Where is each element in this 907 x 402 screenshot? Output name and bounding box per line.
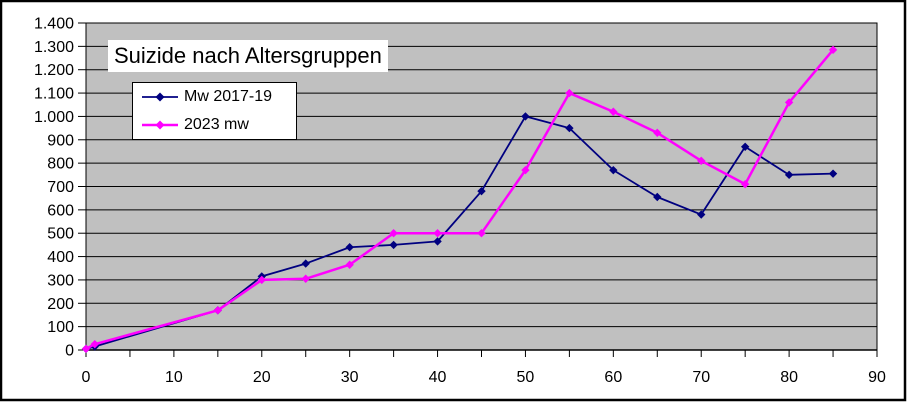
series-marker-0-icon	[345, 243, 354, 252]
x-axis-label: 70	[692, 369, 710, 386]
series-marker-0-icon	[433, 237, 442, 246]
y-axis-label: 1.300	[34, 39, 74, 56]
x-axis-label: 80	[780, 369, 798, 386]
y-axis-label: 1.200	[34, 62, 74, 79]
series-marker-1-icon	[81, 344, 91, 354]
x-axis-label: 20	[253, 369, 271, 386]
series-marker-1-icon	[784, 98, 794, 107]
legend-item-2023-mw: 2023 mw	[141, 111, 296, 139]
legend-label-mw-2017-19: Mw 2017-19	[184, 88, 273, 105]
y-axis-label: 100	[47, 319, 74, 336]
legend-item-mw-2017-19: Mw 2017-19	[141, 83, 296, 111]
y-axis-label: 300	[47, 272, 74, 289]
series-marker-0-icon	[389, 240, 398, 250]
series-marker-1-icon	[521, 165, 530, 175]
series-marker-1-icon	[90, 339, 99, 349]
y-axis-label: 1.100	[34, 86, 74, 103]
series-marker-0-icon	[477, 186, 486, 196]
series-marker-1-icon	[433, 229, 442, 238]
y-axis-label: 600	[47, 202, 74, 219]
x-axis-label: 10	[165, 369, 183, 386]
series-marker-0-icon	[697, 210, 706, 219]
series-marker-1-icon	[653, 128, 662, 137]
y-axis-label: 500	[47, 226, 74, 243]
legend-marker-2023-mw-icon	[142, 120, 178, 130]
series-marker-1-icon	[740, 179, 750, 189]
y-axis-label: 1.400	[34, 16, 74, 33]
series-marker-1-icon	[609, 107, 618, 116]
y-axis-label: 900	[47, 132, 74, 149]
series-marker-1-icon	[828, 45, 838, 55]
series-marker-0-icon	[609, 165, 618, 175]
series-marker-0-icon	[653, 192, 662, 202]
series-marker-0-icon	[828, 169, 838, 178]
y-axis-label: 200	[47, 296, 74, 313]
x-axis-label: 50	[517, 369, 535, 386]
series-marker-1-icon	[477, 229, 486, 238]
x-axis-label: 0	[82, 369, 91, 386]
chart-title: Suizide nach Altersgruppen	[108, 40, 388, 72]
legend-marker-mw-2017-19-icon	[142, 92, 178, 102]
series-marker-1-icon	[697, 156, 706, 166]
legend-label-2023-mw: 2023 mw	[184, 116, 249, 133]
series-marker-1-icon	[389, 229, 398, 238]
x-axis-label: 90	[868, 369, 886, 386]
series-marker-1-icon	[345, 260, 354, 269]
y-axis-label: 400	[47, 249, 74, 266]
x-axis-label: 40	[429, 369, 447, 386]
series-marker-0-icon	[301, 259, 310, 268]
series-marker-1-icon	[565, 88, 574, 98]
x-axis-label: 30	[341, 369, 359, 386]
series-marker-0-icon	[784, 170, 794, 180]
series-marker-0-icon	[521, 112, 530, 121]
x-axis-label: 60	[604, 369, 622, 386]
legend: Mw 2017-19 2023 mw	[132, 82, 297, 140]
series-marker-0-icon	[565, 123, 574, 133]
y-axis-label: 800	[47, 156, 74, 173]
y-axis-label: 1.000	[34, 109, 74, 126]
y-axis-label: 0	[65, 343, 74, 360]
series-marker-0-icon	[740, 142, 750, 151]
y-axis-label: 700	[47, 179, 74, 196]
series-marker-1-icon	[257, 275, 266, 285]
series-marker-1-icon	[301, 274, 310, 283]
series-marker-1-icon	[213, 306, 223, 315]
